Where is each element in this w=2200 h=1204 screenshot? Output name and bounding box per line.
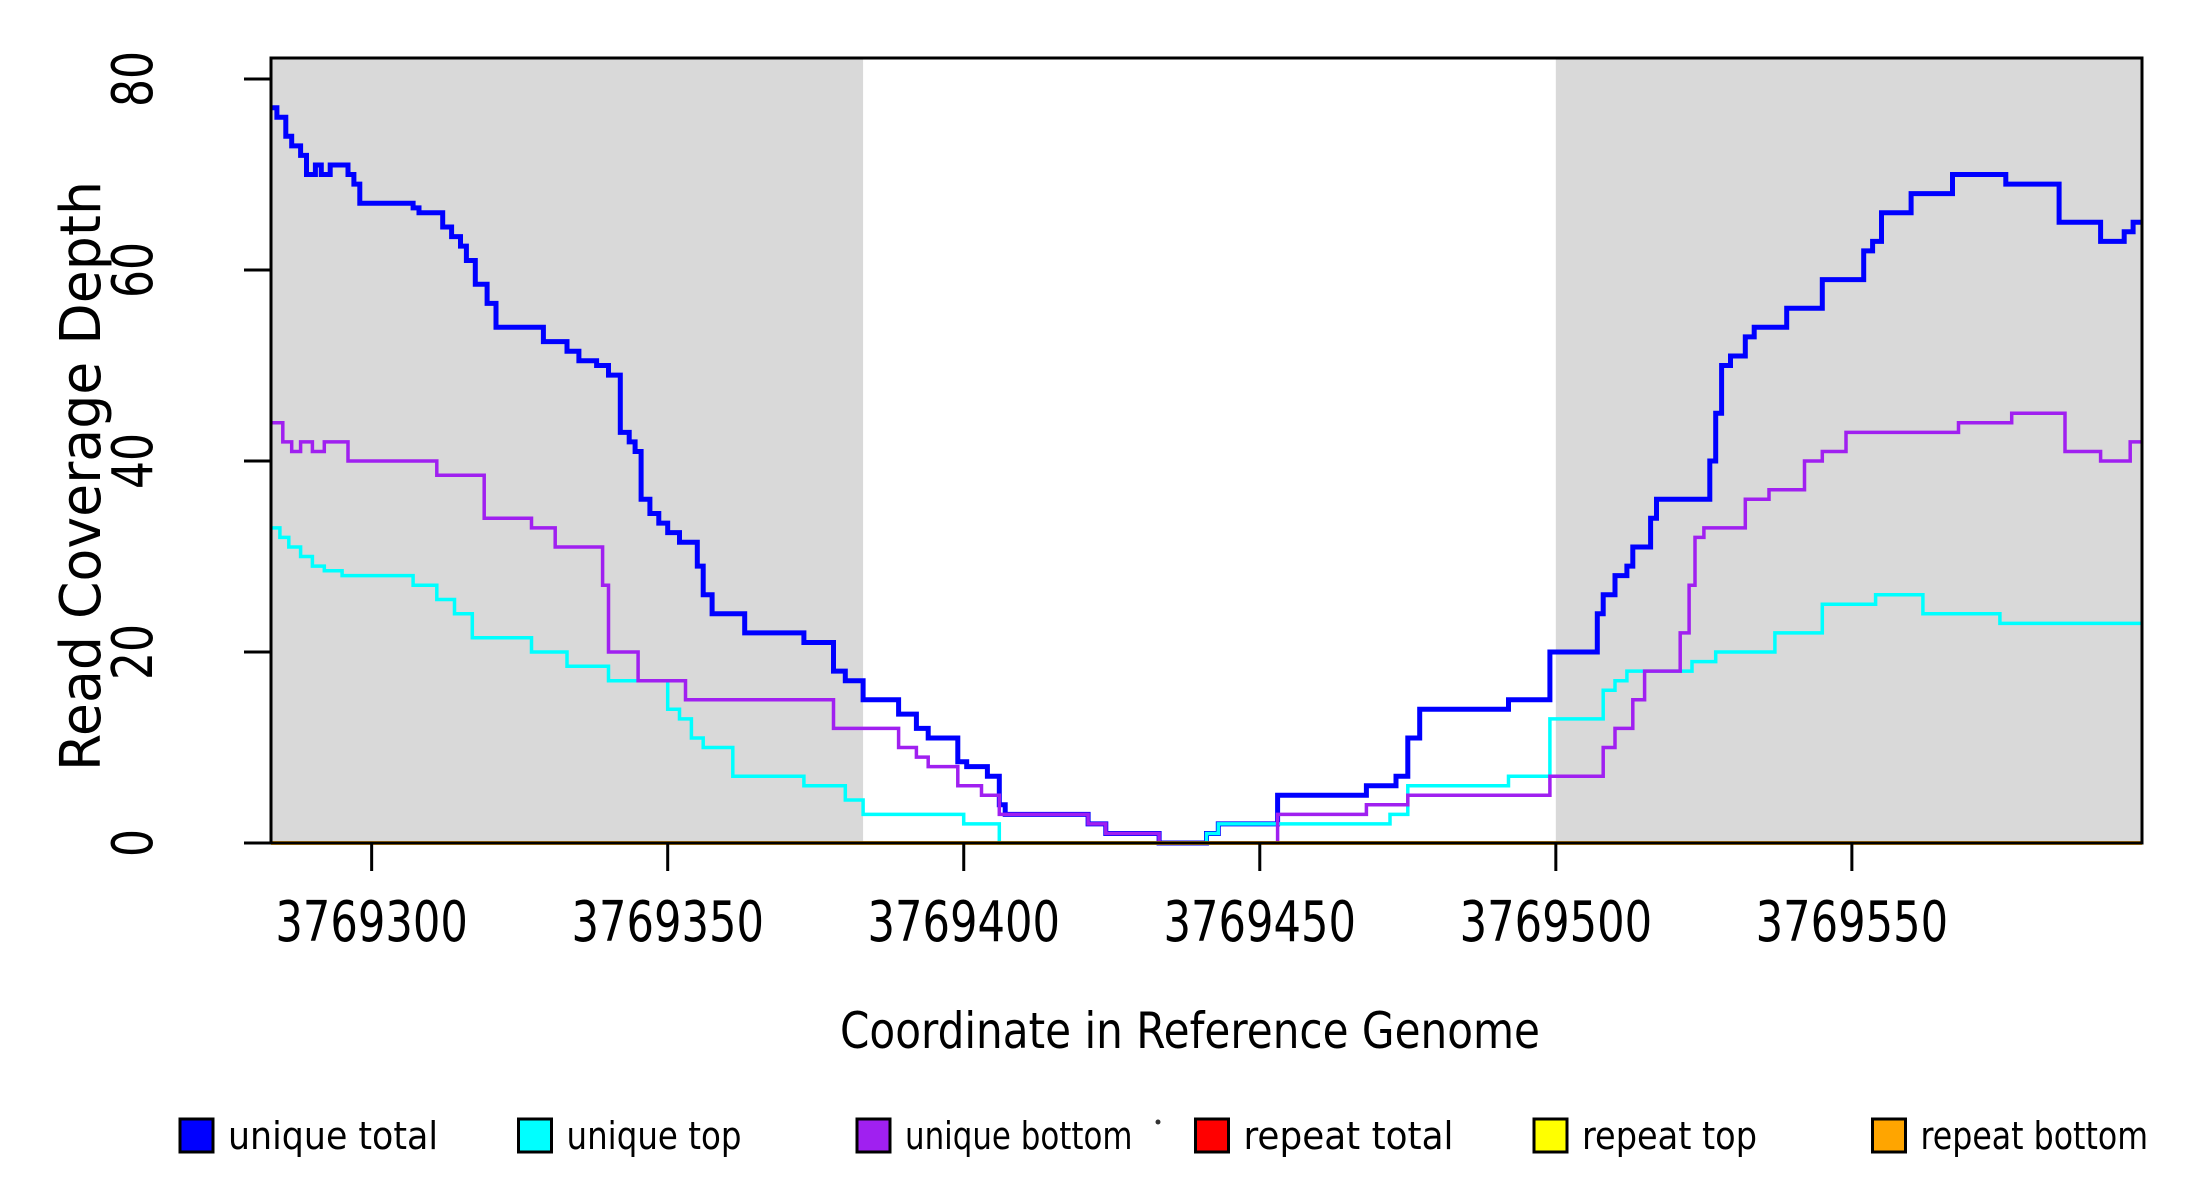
x-tick-label: 3769400 <box>867 890 1060 955</box>
legend-label: repeat total <box>1244 1114 1454 1158</box>
legend-item-repeat-total: repeat total <box>1194 1114 1454 1158</box>
y-axis-title: Read Coverage Depth <box>49 181 114 771</box>
legend-swatch-repeat-top <box>1532 1117 1569 1154</box>
legend-stray-dot <box>1155 1119 1161 1125</box>
y-tick-label: 60 <box>101 242 166 298</box>
series-line-unique-bottom <box>271 411 2142 845</box>
y-tick-label: 40 <box>101 433 166 489</box>
legend: unique total unique top unique bottom repea… <box>178 1114 2149 1158</box>
shaded-region <box>271 58 864 843</box>
legend-item-unique-top: unique top <box>517 1114 742 1158</box>
legend-item-repeat-top: repeat top <box>1532 1114 1757 1158</box>
legend-label: unique total <box>228 1114 438 1158</box>
legend-swatch-unique-top <box>517 1117 553 1154</box>
plot-box-border <box>269 56 2144 845</box>
shaded-regions-layer <box>271 58 2142 843</box>
x-axis-title: Coordinate in Reference Genome <box>840 1002 1540 1060</box>
x-tick-label: 3769350 <box>571 890 764 955</box>
legend-swatch-repeat-total <box>1194 1117 1230 1154</box>
legend-swatch-repeat-bottom <box>1871 1117 1907 1154</box>
legend-swatch-unique-bottom <box>855 1117 892 1154</box>
legend-item-repeat-bottom: repeat bottom <box>1871 1114 2149 1158</box>
legend-label: unique top <box>567 1114 742 1158</box>
series-line-unique-top <box>271 526 2142 845</box>
shaded-region <box>1555 58 2142 843</box>
x-tick-label: 3769300 <box>275 890 468 955</box>
legend-label: unique bottom <box>905 1114 1133 1158</box>
legend-label: repeat top <box>1582 1114 1757 1158</box>
series-line-unique-total <box>271 105 2142 846</box>
axis-tick-labels-layer: 3769300 3769350 3769400 3769450 3769500 37695… <box>101 51 1948 955</box>
y-tick-label: 20 <box>101 624 166 680</box>
x-tick-label: 3769450 <box>1164 890 1357 955</box>
legend-item-unique-bottom: unique bottom <box>855 1114 1133 1158</box>
x-tick-label: 3769500 <box>1460 890 1653 955</box>
axis-ticks-layer <box>244 77 1854 871</box>
legend-label: repeat bottom <box>1921 1114 2149 1158</box>
y-tick-label: 0 <box>101 829 166 857</box>
y-tick-label: 80 <box>101 51 166 107</box>
x-tick-label: 3769550 <box>1756 890 1949 955</box>
legend-swatch-unique-total <box>178 1117 215 1154</box>
legend-item-unique-total: unique total <box>178 1114 438 1158</box>
